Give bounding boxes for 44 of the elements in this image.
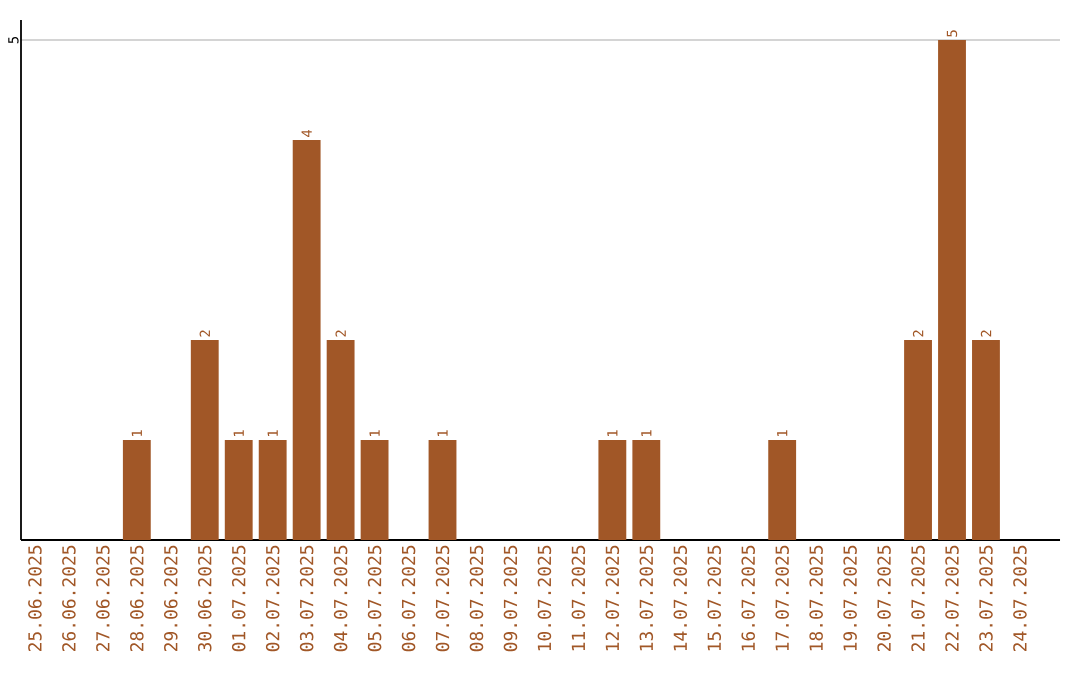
- x-tick-label: 29.06.2025: [164, 545, 178, 652]
- x-tick-label: 26.06.2025: [62, 545, 76, 652]
- x-tick-label: 01.07.2025: [231, 545, 246, 652]
- x-tick-label: 08.07.2025: [469, 545, 484, 652]
- x-tick-label: 13.07.2025: [639, 545, 654, 651]
- x-tick-label: 17.07.2025: [775, 545, 789, 651]
- bar: [326, 340, 355, 540]
- x-tick-label: 30.06.2025: [197, 545, 212, 652]
- x-tick-label: 05.07.2025: [367, 545, 382, 652]
- x-tick-label: 20.07.2025: [877, 545, 891, 652]
- bar: [258, 440, 287, 540]
- bar: [428, 440, 457, 540]
- x-tick-label: 07.07.2025: [435, 545, 450, 652]
- bar: [224, 440, 253, 540]
- x-tick-label: 11.07.2025: [571, 545, 586, 651]
- x-tick-label: 03.07.2025: [299, 545, 314, 652]
- bar: [632, 440, 661, 540]
- x-tick-label: 12.07.2025: [605, 545, 620, 651]
- x-tick-label: 23.07.2025: [979, 545, 993, 652]
- x-tick-label: 21.07.2025: [911, 545, 925, 652]
- x-tick-label: 24.07.2025: [1013, 545, 1027, 652]
- bar: [190, 340, 219, 540]
- bar: [768, 440, 797, 540]
- bar: [972, 340, 1000, 540]
- x-tick-label: 22.07.2025: [945, 545, 959, 652]
- x-tick-label: 27.06.2025: [96, 545, 110, 652]
- bar: [122, 440, 151, 540]
- bar: [598, 440, 627, 540]
- x-tick-label: 16.07.2025: [741, 545, 755, 651]
- x-tick-label: 28.06.2025: [130, 545, 144, 652]
- x-tick-label: 09.07.2025: [503, 545, 518, 652]
- x-tick-label: 14.07.2025: [673, 545, 688, 651]
- x-tick-label: 06.07.2025: [401, 545, 416, 652]
- bar: [360, 440, 389, 540]
- bar: [938, 40, 966, 540]
- x-tick-label: 02.07.2025: [265, 545, 280, 652]
- bar: [904, 340, 932, 540]
- x-tick-label: 19.07.2025: [843, 545, 857, 651]
- bar: [292, 140, 321, 540]
- x-tick-label: 15.07.2025: [707, 545, 722, 651]
- x-tick-label: 18.07.2025: [809, 545, 823, 651]
- x-tick-label: 25.06.2025: [28, 545, 42, 652]
- x-tick-label: 10.07.2025: [537, 545, 552, 651]
- x-tick-label: 04.07.2025: [333, 545, 348, 652]
